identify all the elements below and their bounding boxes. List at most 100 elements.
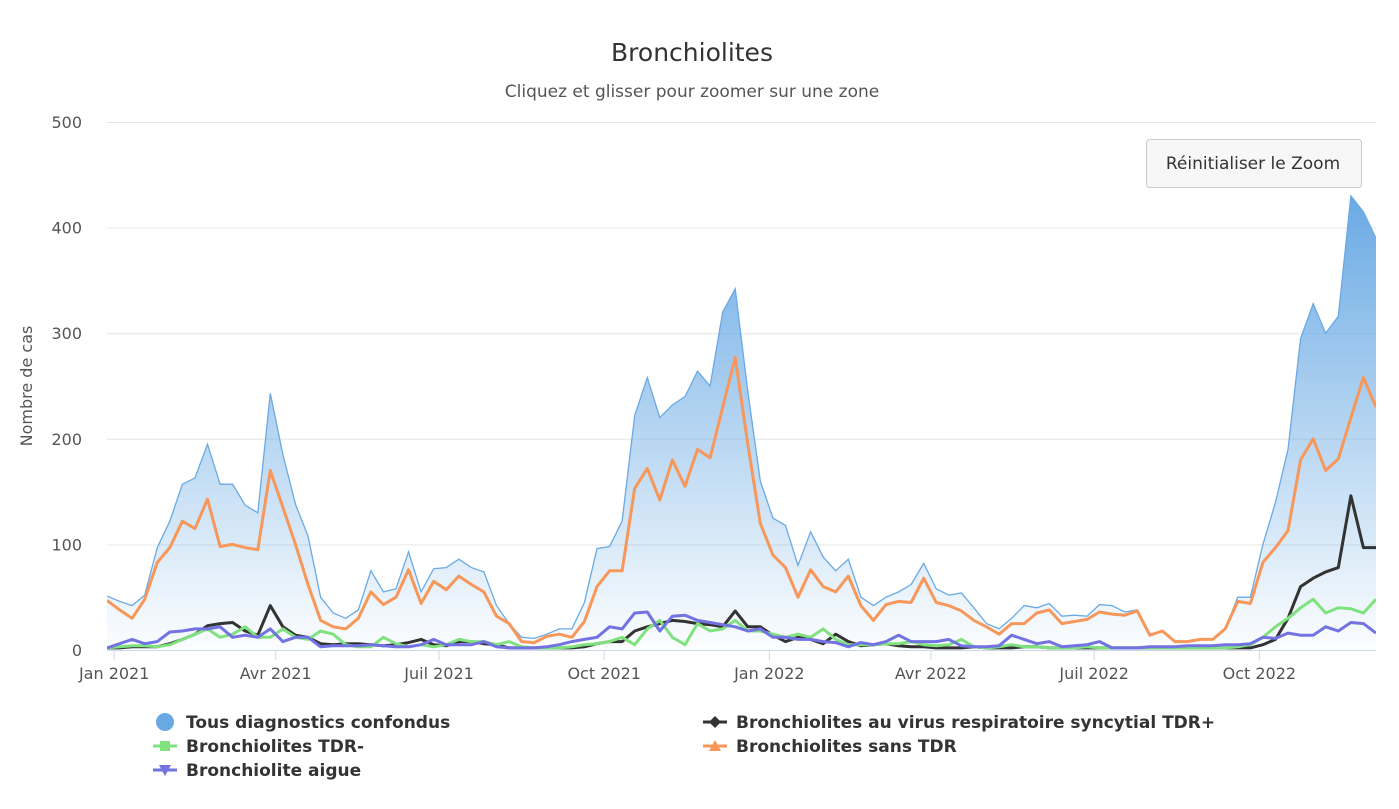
data-point[interactable] [1096, 608, 1104, 616]
data-point[interactable] [379, 633, 387, 641]
data-point[interactable] [354, 642, 362, 650]
data-point[interactable] [178, 635, 186, 643]
data-point[interactable] [643, 608, 651, 616]
data-point[interactable] [1020, 643, 1028, 651]
data-point[interactable] [141, 640, 149, 648]
data-point[interactable] [367, 567, 375, 575]
data-point[interactable] [1008, 620, 1016, 628]
data-point[interactable] [857, 602, 865, 610]
data-point[interactable] [744, 440, 752, 448]
data-point[interactable] [1158, 643, 1166, 651]
data-point[interactable] [555, 630, 563, 638]
data-point[interactable] [1058, 643, 1066, 651]
data-point[interactable] [606, 543, 614, 551]
data-point[interactable] [405, 548, 413, 556]
data-point[interactable] [756, 477, 764, 485]
data-point[interactable] [392, 643, 400, 651]
data-point[interactable] [907, 598, 915, 606]
data-point[interactable] [178, 627, 186, 635]
data-point[interactable] [1334, 604, 1342, 612]
data-point[interactable] [1322, 466, 1330, 474]
data-point[interactable] [606, 638, 614, 646]
data-point[interactable] [643, 374, 651, 382]
data-point[interactable] [480, 588, 488, 596]
reset-zoom-button[interactable]: Réinitialiser le Zoom [1146, 139, 1362, 188]
data-point[interactable] [442, 641, 450, 649]
data-point[interactable] [467, 581, 475, 589]
data-point[interactable] [882, 593, 890, 601]
data-point[interactable] [681, 611, 689, 619]
data-point[interactable] [430, 577, 438, 585]
data-point[interactable] [505, 620, 513, 628]
data-point[interactable] [241, 631, 249, 639]
series-line-bronchiolites-sans-tdr[interactable] [107, 356, 1376, 645]
data-point[interactable] [241, 501, 249, 509]
data-point[interactable] [580, 635, 588, 643]
data-point[interactable] [329, 630, 337, 638]
data-point[interactable] [480, 638, 488, 646]
data-point[interactable] [229, 480, 237, 488]
data-point[interactable] [970, 604, 978, 612]
data-point[interactable] [178, 480, 186, 488]
data-point[interactable] [983, 623, 991, 631]
data-point[interactable] [1020, 635, 1028, 643]
data-point[interactable] [932, 585, 940, 593]
data-point[interactable] [719, 308, 727, 316]
data-point[interactable] [1309, 300, 1317, 308]
data-point[interactable] [631, 641, 639, 649]
data-point[interactable] [279, 451, 287, 459]
data-point[interactable] [794, 562, 802, 570]
data-point[interactable] [329, 609, 337, 617]
data-point[interactable] [1334, 455, 1342, 463]
data-point[interactable] [1121, 611, 1129, 619]
data-point[interactable] [631, 609, 639, 617]
data-point[interactable] [1309, 435, 1317, 443]
data-point[interactable] [1271, 623, 1279, 631]
data-point[interactable] [1108, 602, 1116, 610]
data-point[interactable] [832, 567, 840, 575]
data-point[interactable] [379, 642, 387, 650]
data-point[interactable] [442, 586, 450, 594]
data-point[interactable] [304, 532, 312, 540]
data-point[interactable] [1271, 544, 1279, 552]
data-point[interactable] [128, 614, 136, 622]
data-point[interactable] [932, 638, 940, 646]
data-point[interactable] [543, 643, 551, 651]
data-point[interactable] [1334, 564, 1342, 572]
data-point[interactable] [1359, 620, 1367, 628]
data-point[interactable] [1334, 312, 1342, 320]
data-point[interactable] [1020, 602, 1028, 610]
data-point[interactable] [467, 564, 475, 572]
data-point[interactable] [832, 588, 840, 596]
data-point[interactable] [1372, 234, 1380, 242]
data-point[interactable] [1271, 498, 1279, 506]
data-point[interactable] [266, 633, 274, 641]
data-point[interactable] [1259, 540, 1267, 548]
data-point[interactable] [1347, 414, 1355, 422]
data-point[interactable] [1020, 620, 1028, 628]
data-point[interactable] [643, 625, 651, 633]
data-point[interactable] [229, 619, 237, 627]
data-point[interactable] [807, 566, 815, 574]
data-point[interactable] [995, 630, 1003, 638]
data-point[interactable] [241, 623, 249, 631]
data-point[interactable] [844, 555, 852, 563]
data-point[interactable] [1334, 627, 1342, 635]
data-point[interactable] [781, 633, 789, 641]
data-point[interactable] [317, 593, 325, 601]
data-point[interactable] [379, 588, 387, 596]
data-point[interactable] [1008, 641, 1016, 649]
data-point[interactable] [1284, 445, 1292, 453]
data-point[interactable] [254, 509, 262, 517]
data-point[interactable] [1133, 607, 1141, 615]
data-point[interactable] [379, 601, 387, 609]
data-point[interactable] [694, 367, 702, 375]
data-point[interactable] [781, 564, 789, 572]
data-point[interactable] [945, 635, 953, 643]
data-point[interactable] [1121, 644, 1129, 652]
data-point[interactable] [1359, 609, 1367, 617]
data-point[interactable] [1108, 644, 1116, 652]
data-point[interactable] [1133, 644, 1141, 652]
data-point[interactable] [178, 517, 186, 525]
data-point[interactable] [1322, 329, 1330, 337]
